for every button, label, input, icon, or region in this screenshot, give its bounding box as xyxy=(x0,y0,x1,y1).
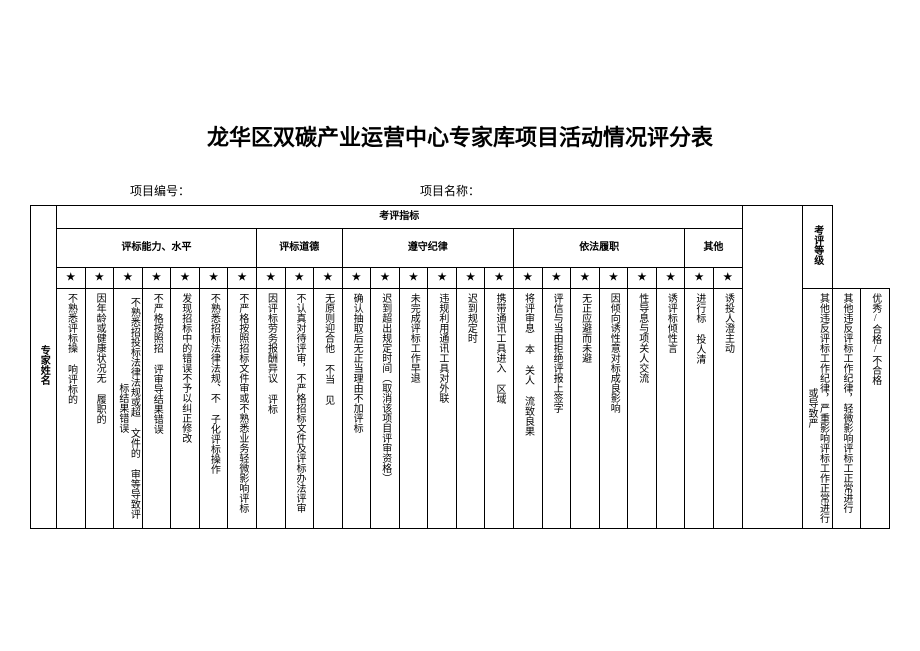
criteria-cell: 其他违反评标工作纪律，严重影响评标工作正常进行或导致严 xyxy=(802,289,832,529)
star: ★ xyxy=(114,268,143,289)
criteria-cell: 优秀/合格/不合格 xyxy=(861,289,890,529)
star: ★ xyxy=(428,268,457,289)
star: ★ xyxy=(656,268,685,289)
criteria-cell: 评信与当由拒绝评报上签字 xyxy=(542,289,571,529)
project-no-label: 项目编号： xyxy=(130,182,190,199)
meta-row: 项目编号： 项目名称： xyxy=(30,182,890,199)
header-indicator: 考评指标 xyxy=(57,206,743,229)
criteria-cell: 不严格按照招标文件审或不熟悉业务轻微影响评标 xyxy=(228,289,257,529)
group-law: 依法履职 xyxy=(514,229,685,268)
star: ★ xyxy=(285,268,314,289)
col-expert-name: 专家姓名 xyxy=(31,206,57,529)
star: ★ xyxy=(171,268,200,289)
criteria-cell: 不熟悉评标操 响评标的 xyxy=(57,289,86,529)
star: ★ xyxy=(228,268,257,289)
criteria-cell: 无原则迎合他 不当 见 xyxy=(314,289,343,529)
criteria-cell: 将评审息 本 关人 流致良果 xyxy=(514,289,543,529)
criteria-cell: 不熟悉招标法律法规、不 子化评标操作 xyxy=(199,289,228,529)
star: ★ xyxy=(371,268,400,289)
star: ★ xyxy=(485,268,514,289)
criteria-cell: 违规利用通讯工具对外联 xyxy=(428,289,457,529)
project-name-label: 项目名称： xyxy=(420,182,480,199)
criteria-cell: 性导息与项关人交流 xyxy=(628,289,657,529)
star: ★ xyxy=(628,268,657,289)
criteria-cell: 迟到超出规定时间（取消该项目评审资格） xyxy=(371,289,400,529)
col-other-group xyxy=(742,206,802,529)
star: ★ xyxy=(685,268,714,289)
page-title: 龙华区双碳产业运营中心专家库项目活动情况评分表 xyxy=(30,120,890,152)
star: ★ xyxy=(599,268,628,289)
col-grade: 考评等级 xyxy=(802,206,832,289)
star: ★ xyxy=(85,268,114,289)
star: ★ xyxy=(456,268,485,289)
scoring-table: 专家姓名 考评指标 考评等级 评标能力、水平 评标道德 遵守纪律 依法履职 其他… xyxy=(30,205,890,529)
criteria-cell: 因年龄或健康状况无 履职的 xyxy=(85,289,114,529)
criteria-cell: 因倾向诱性意对标成良影响 xyxy=(599,289,628,529)
star: ★ xyxy=(199,268,228,289)
criteria-cell: 不认真对待评审，不严格招标文件及评标办法评审 xyxy=(285,289,314,529)
criteria-cell: 发现招标中的错误不予以纠正修改 xyxy=(171,289,200,529)
star: ★ xyxy=(571,268,600,289)
star: ★ xyxy=(713,268,742,289)
star: ★ xyxy=(542,268,571,289)
star: ★ xyxy=(314,268,343,289)
criteria-cell: 进行标 投人清 xyxy=(685,289,714,529)
criteria-cell: 迟到规定时 xyxy=(456,289,485,529)
star: ★ xyxy=(399,268,428,289)
criteria-cell: 不熟悉招投标法律法规或超 文件的 审等导致评标结果错误 xyxy=(114,289,143,529)
group-ability: 评标能力、水平 xyxy=(57,229,257,268)
criteria-cell: 其他违反评标工作纪律，轻微影响评标工正常进行 xyxy=(832,289,861,529)
criteria-cell: 无正应避而未避 xyxy=(571,289,600,529)
group-other: 其他 xyxy=(685,229,742,268)
criteria-cell: 诱评标倾性言 xyxy=(656,289,685,529)
star: ★ xyxy=(514,268,543,289)
criteria-cell: 不严格按照招 评审导结果错误 xyxy=(142,289,171,529)
star: ★ xyxy=(256,268,285,289)
criteria-cell: 确认抽取后无正当理由不加评标 xyxy=(342,289,371,529)
criteria-cell: 因评标劳务报酬异议 评标 xyxy=(256,289,285,529)
group-discipline: 遵守纪律 xyxy=(342,229,513,268)
star: ★ xyxy=(57,268,86,289)
criteria-cell: 诱投人澄主动 xyxy=(713,289,742,529)
star: ★ xyxy=(142,268,171,289)
group-ethics: 评标道德 xyxy=(256,229,342,268)
star: ★ xyxy=(342,268,371,289)
criteria-cell: 携带通讯工具进入 区域 xyxy=(485,289,514,529)
criteria-cell: 未完成评标工作早退 xyxy=(399,289,428,529)
